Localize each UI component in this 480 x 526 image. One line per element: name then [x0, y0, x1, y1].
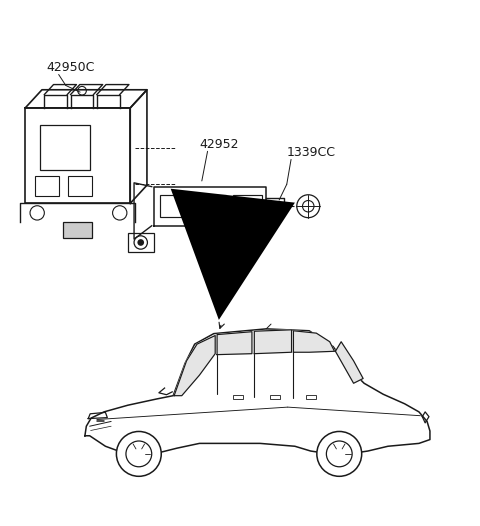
Bar	[68, 176, 92, 196]
Circle shape	[137, 239, 144, 246]
Bar	[306, 395, 316, 399]
Text: 1339CC: 1339CC	[287, 146, 336, 159]
Polygon shape	[217, 332, 252, 355]
Bar	[233, 395, 243, 399]
Circle shape	[116, 431, 161, 477]
Bar	[233, 195, 263, 217]
Text: 42950C: 42950C	[47, 61, 95, 74]
Bar	[39, 125, 90, 170]
Bar	[63, 222, 92, 238]
Bar	[270, 395, 280, 399]
Bar	[128, 233, 154, 252]
Circle shape	[317, 431, 362, 477]
Polygon shape	[174, 336, 215, 396]
Text: 42952: 42952	[199, 138, 239, 151]
Bar	[25, 108, 130, 204]
Polygon shape	[293, 331, 335, 352]
Polygon shape	[336, 342, 363, 383]
Bar	[35, 176, 59, 196]
Bar	[196, 195, 226, 217]
Bar	[160, 195, 190, 217]
Polygon shape	[254, 330, 291, 353]
